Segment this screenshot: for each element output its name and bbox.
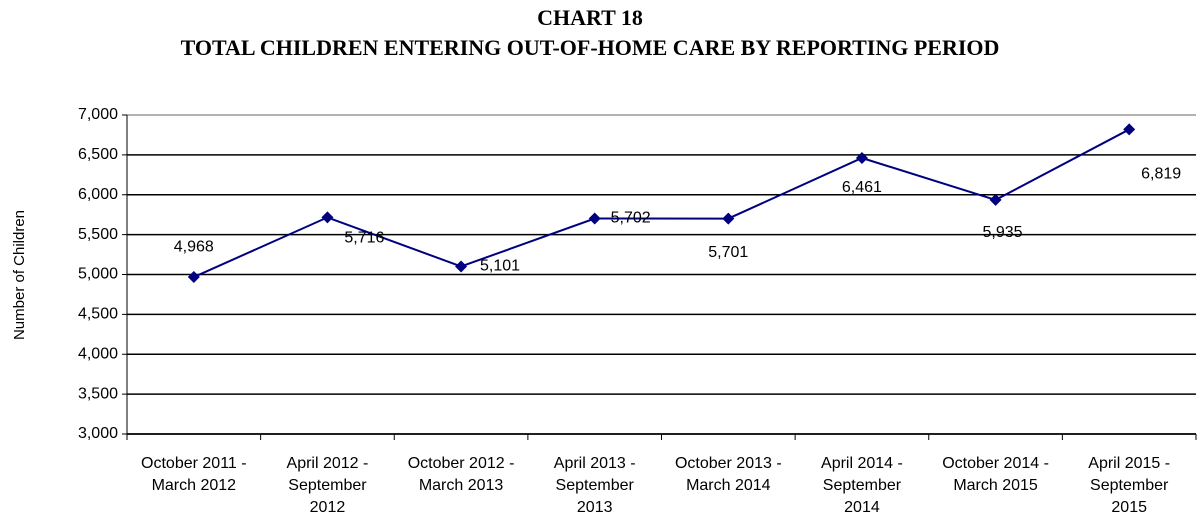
x-tick-label: October 2011 - March 2012 <box>141 455 247 494</box>
data-label: 6,461 <box>842 179 882 196</box>
data-label: 4,968 <box>174 238 214 255</box>
marker <box>1123 123 1136 136</box>
y-tick-label: 5,000 <box>78 266 118 283</box>
data-label: 5,101 <box>480 258 520 275</box>
data-label: 5,935 <box>983 224 1023 241</box>
chart-subtitle: TOTAL CHILDREN ENTERING OUT-OF-HOME CARE… <box>181 35 1000 60</box>
x-tick-label: October 2012 - March 2013 <box>407 455 515 494</box>
data-label: 6,819 <box>1141 166 1181 183</box>
data-line <box>193 128 1130 278</box>
x-tick-label: October 2014 - March 2015 <box>942 455 1049 494</box>
x-tick-label: April 2012 - September 2012 <box>286 455 369 516</box>
x-tick-label: April 2015 - September 2015 <box>1088 455 1171 516</box>
y-tick-label: 6,000 <box>78 186 118 203</box>
marker <box>855 151 868 164</box>
data-label: 5,716 <box>344 230 384 247</box>
x-tick-label: April 2014 - September 2014 <box>821 455 903 516</box>
marker <box>989 193 1002 206</box>
marker <box>187 271 200 284</box>
y-tick-label: 3,500 <box>78 385 118 402</box>
marker <box>455 260 468 273</box>
marker <box>321 211 334 224</box>
data-label: 5,702 <box>611 210 651 227</box>
x-tick-label: April 2013 - September 2013 <box>553 455 636 516</box>
chart-title: CHART 18 <box>537 5 643 30</box>
y-tick-label: 6,500 <box>78 146 118 163</box>
y-tick-label: 7,000 <box>78 106 118 123</box>
y-tick-label: 5,500 <box>78 226 118 243</box>
y-tick-label: 4,000 <box>78 345 118 362</box>
data-label: 5,701 <box>708 244 748 261</box>
marker <box>722 212 735 225</box>
marker <box>588 212 601 225</box>
y-tick-label: 3,000 <box>78 425 118 442</box>
y-tick-label: 4,500 <box>78 306 118 323</box>
x-tick-label: October 2013 - March 2014 <box>674 455 782 494</box>
y-axis-label: Number of Children <box>11 210 28 340</box>
